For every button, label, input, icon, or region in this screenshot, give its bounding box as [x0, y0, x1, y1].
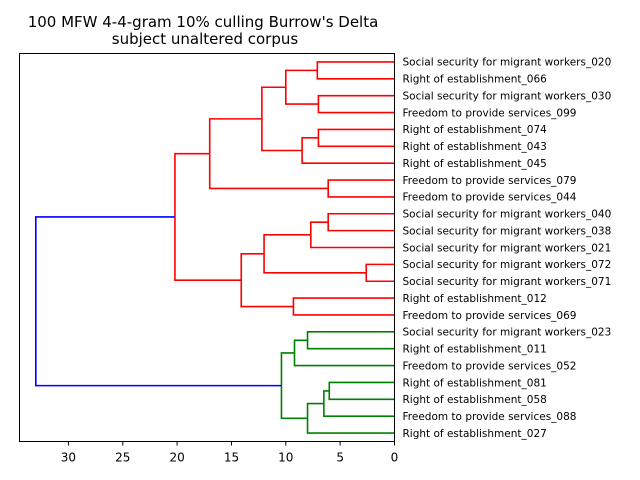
- x-axis: 30 25 20 15 10 5 0: [61, 441, 399, 465]
- leaf-label: Social security for migrant workers_040: [403, 209, 612, 221]
- x-tick-label: 15: [224, 451, 239, 465]
- leaf-label: Freedom to provide services_052: [403, 360, 577, 372]
- leaf-label: Social security for migrant workers_038: [403, 225, 612, 237]
- leaf-label: Social security for migrant workers_072: [403, 259, 612, 271]
- leaf-label: Right of establishment_045: [403, 158, 547, 170]
- leaf-label: Right of establishment_081: [403, 377, 547, 389]
- dendrogram-link: [306, 331, 395, 350]
- dendrogram-links: [35, 61, 395, 434]
- dendrogram-link: [240, 253, 294, 308]
- leaf-label: Freedom to provide services_069: [403, 310, 577, 322]
- leaf-label: Right of establishment_043: [403, 141, 547, 153]
- leaf-label: Right of establishment_058: [403, 394, 547, 406]
- leaf-label: Right of establishment_011: [403, 344, 547, 356]
- dendrogram-link: [301, 137, 395, 164]
- chart-title-line-2: subject unaltered corpus: [112, 30, 299, 48]
- dendrogram-link: [208, 118, 329, 190]
- dendrogram-link: [292, 297, 395, 316]
- dendrogram-link: [261, 86, 303, 152]
- leaf-label: Freedom to provide services_079: [403, 175, 577, 187]
- dendrogram-link: [174, 152, 242, 281]
- dendrogram-link: [317, 94, 395, 114]
- leaf-label: Freedom to provide services_088: [403, 411, 577, 423]
- x-tick-label: 0: [391, 451, 399, 465]
- dendrogram-link: [323, 390, 395, 417]
- dendrogram-link: [328, 381, 395, 401]
- leaf-label: Social security for migrant workers_020: [403, 57, 612, 69]
- leaf-label: Right of establishment_012: [403, 293, 547, 305]
- leaf-labels: Social security for migrant workers_020 R…: [403, 57, 612, 440]
- leaf-label: Freedom to provide services_099: [403, 107, 577, 119]
- plot-frame: [19, 53, 395, 442]
- x-tick-label: 10: [278, 451, 293, 465]
- dendrogram-link: [327, 179, 395, 198]
- dendrogram-link: [365, 263, 395, 283]
- chart-title-line-1: 100 MFW 4-4-gram 10% culling Burrow's De…: [28, 13, 379, 31]
- dendrogram-link: [280, 352, 308, 420]
- leaf-label: Social security for migrant workers_021: [403, 242, 612, 254]
- dendrogram-link: [306, 402, 395, 434]
- dendrogram-link: [317, 128, 395, 148]
- dendrogram-link: [310, 221, 395, 249]
- dendrogram-link: [316, 61, 395, 80]
- dendrogram-link: [263, 234, 367, 274]
- leaf-label: Right of establishment_027: [403, 428, 547, 440]
- dendrogram-link: [293, 339, 395, 367]
- x-tick-label: 30: [61, 451, 76, 465]
- leaf-label: Social security for migrant workers_071: [403, 276, 612, 288]
- leaf-label: Right of establishment_066: [403, 74, 548, 86]
- x-tick-label: 25: [115, 451, 130, 465]
- leaf-label: Right of establishment_074: [403, 124, 548, 136]
- leaf-label: Freedom to provide services_044: [403, 192, 577, 204]
- x-tick-label: 20: [169, 451, 184, 465]
- dendrogram-link: [285, 69, 319, 105]
- dendrogram-link: [35, 216, 282, 387]
- leaf-label: Social security for migrant workers_030: [403, 90, 612, 102]
- dendrogram-link: [327, 212, 395, 232]
- leaf-label: Social security for migrant workers_023: [403, 327, 612, 339]
- x-tick-label: 5: [336, 451, 344, 465]
